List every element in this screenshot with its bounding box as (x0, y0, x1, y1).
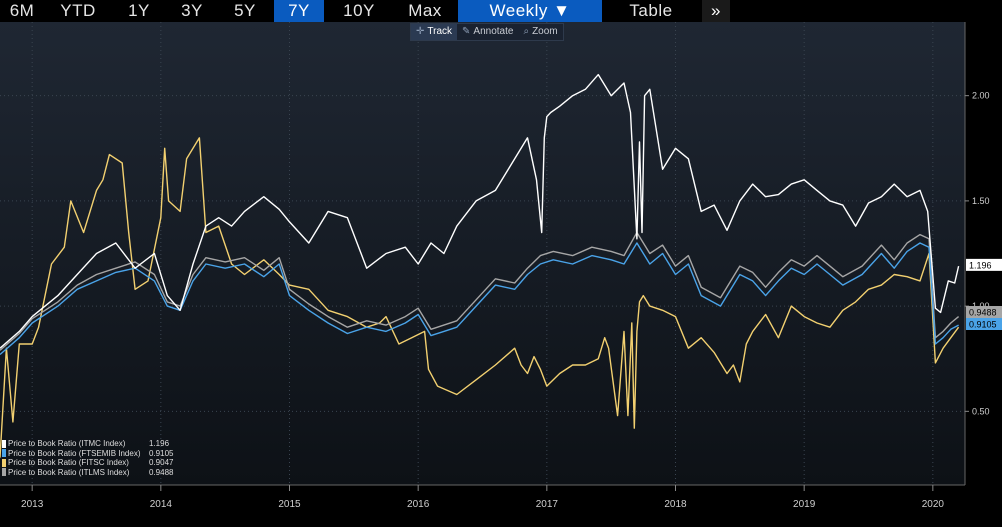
end-label-value: 0.9488 (969, 308, 997, 318)
tab-10y[interactable]: 10Y (343, 1, 375, 20)
chart-legend: Price to Book Ratio (ITMC Index) 1.196 Pr… (2, 439, 173, 477)
legend-item: Price to Book Ratio (FTSEMIB Index) 0.910… (2, 449, 173, 459)
tab-7y[interactable]: 7Y (274, 0, 324, 22)
end-label-box (966, 318, 1002, 331)
x-tick-label: 2015 (278, 499, 301, 510)
range-tab-bar: 6M YTD 1Y 3Y 5Y 7Y 10Y Max Weekly ▼ Tabl… (0, 0, 1002, 22)
legend-item: Price to Book Ratio (ITLMS Index) 0.9488 (2, 468, 173, 478)
x-tick-label: 2017 (536, 499, 559, 510)
zoom-tool[interactable]: ⌕ Zoom (518, 24, 562, 40)
series-line-itlms (0, 231, 960, 351)
x-tick-label: 2016 (407, 499, 430, 510)
grid-lines (0, 22, 965, 485)
plot-area (0, 22, 965, 485)
tab-ytd[interactable]: YTD (60, 1, 96, 20)
x-axis: 2013 2014 2015 2016 2017 2018 2019 2020 (0, 484, 965, 510)
end-label-box (966, 258, 1002, 271)
track-tool[interactable]: ✛ Track (411, 24, 458, 40)
price-to-book-chart[interactable]: 2.001.501.000.50 20132014201520162017201… (0, 22, 1002, 527)
x-tick-label: 2019 (793, 499, 816, 510)
more-button[interactable]: » (702, 0, 730, 22)
y-tick-label: 0.50 (972, 406, 990, 416)
tab-1y[interactable]: 1Y (128, 1, 150, 20)
legend-item: Price to Book Ratio (FITSC Index) 0.9047 (2, 458, 173, 468)
tab-5y[interactable]: 5Y (234, 1, 256, 20)
y-tick-label: 2.00 (972, 91, 990, 101)
legend-swatch (2, 449, 6, 458)
chart-toolbar: ✛ Track ✎ Annotate ⌕ Zoom (410, 23, 564, 41)
legend-swatch (2, 458, 6, 467)
legend-item: Price to Book Ratio (ITMC Index) 1.196 (2, 439, 173, 449)
x-tick-label: 2013 (21, 499, 44, 510)
series-line-itmc (0, 73, 960, 349)
table-button[interactable]: Table (629, 1, 673, 20)
series-line-fitsc (0, 137, 960, 458)
tab-3y[interactable]: 3Y (181, 1, 203, 20)
x-tick-label: 2018 (664, 499, 687, 510)
legend-swatch (2, 468, 6, 477)
magnifier-icon: ⌕ (523, 26, 530, 37)
annotate-tool[interactable]: ✎ Annotate (457, 24, 518, 40)
series-lines (0, 73, 960, 458)
crosshair-icon: ✛ (416, 26, 425, 37)
x-axis-area (0, 485, 1002, 527)
legend-swatch (2, 439, 6, 448)
end-label-box (966, 306, 1002, 319)
x-tick-label: 2014 (150, 499, 173, 510)
pencil-icon: ✎ (462, 26, 471, 37)
y-tick-label: 1.50 (972, 196, 990, 206)
y-axis-area (965, 22, 1002, 485)
end-label-value: 0.9105 (969, 320, 997, 330)
tab-6m[interactable]: 6M (9, 1, 35, 20)
tab-max[interactable]: Max (408, 1, 442, 20)
end-value-labels: 1.196 0.9488 0.9105 (966, 258, 1002, 331)
x-tick-label: 2020 (922, 499, 945, 510)
frequency-dropdown[interactable]: Weekly ▼ (458, 0, 602, 22)
end-label-value: 1.196 (969, 260, 992, 270)
series-line-ftsemib (0, 242, 959, 356)
